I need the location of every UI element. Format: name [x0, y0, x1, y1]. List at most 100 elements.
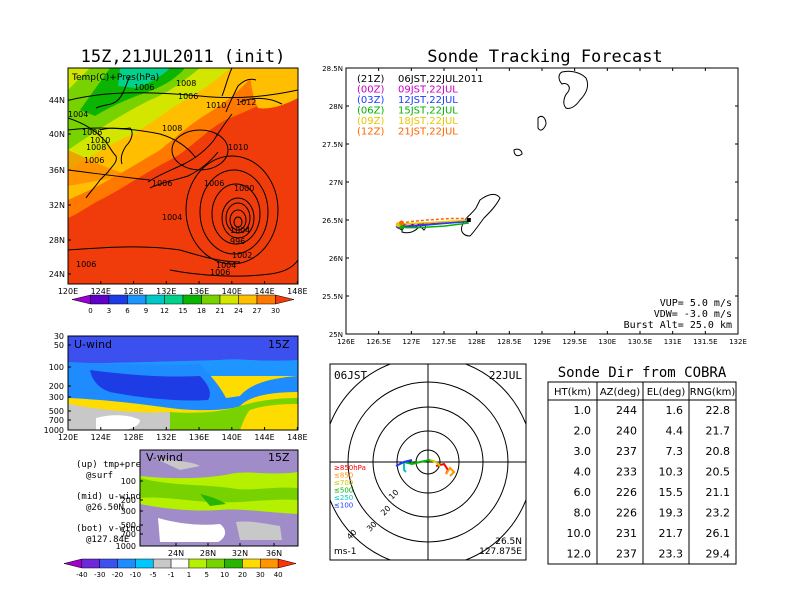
table-cell: 244 [616, 404, 637, 417]
track-legend-zone: (09Z) [357, 116, 384, 127]
weather-colorbar-swatch [201, 294, 221, 305]
table-cell: 12.0 [567, 548, 592, 561]
weather-colorbar-label: 15 [179, 307, 188, 315]
weather-colorbar-label: 9 [144, 307, 148, 315]
weather-colorbar-label: 6 [125, 307, 130, 315]
vwind-colorbar-label: -10 [130, 571, 141, 579]
isobar-label: 1004 [216, 261, 236, 270]
vwind-colorbar-swatch [117, 558, 136, 569]
tracking-title: Sonde Tracking Forecast [427, 47, 662, 67]
table-title: Sonde Dir from COBRA [558, 365, 727, 381]
table-cell: 2.0 [574, 425, 592, 438]
track-lon-label: 126.5E [366, 338, 390, 346]
table-header-cell: HT(km) [554, 387, 591, 398]
isobar-label: 1004 [230, 226, 250, 235]
table-cell: 226 [616, 507, 637, 520]
tracking-panel: Sonde Tracking Forecast 126E 126.5E 127E 12… [322, 47, 747, 346]
note-line: (up) tmp+pres [76, 460, 146, 470]
sonde-table: HT(km) AZ(deg) EL(deg) RNG(km) 1.0 244 1.6 22.8… [547, 381, 737, 565]
hodo-lon: 127.875E [479, 547, 522, 557]
vwind-colorbar-swatch [242, 558, 261, 569]
weather-colorbar-swatch [90, 294, 110, 305]
isobar-label: 1008 [176, 79, 196, 88]
weather-lon-label: 124E [91, 287, 111, 296]
track-lon-label: 128.5E [497, 338, 521, 346]
weather-colorbar-label: 12 [160, 307, 169, 315]
weather-colorbar-swatch [219, 294, 239, 305]
vwind-colorbar-label: 5 [205, 571, 209, 579]
vwind-frame [139, 449, 299, 547]
uwind-x-label: 132E [156, 433, 176, 442]
uwind-x-label: 136E [189, 433, 209, 442]
table-header-cell: EL(deg) [647, 387, 686, 398]
track-lon-label: 126E [337, 338, 355, 346]
track-legend-zone: (06Z) [357, 106, 384, 117]
vwind-y-label: 300 [121, 507, 136, 516]
track-lat-label: 28N [329, 103, 343, 111]
uwind-x-label: 124E [91, 433, 111, 442]
isobar-label: 1006 [134, 83, 154, 92]
weather-lon-label: 140E [222, 287, 242, 296]
isobar-label: 1002 [232, 251, 252, 260]
uwind-x-label: 140E [222, 433, 242, 442]
table-cell: 23.3 [659, 548, 684, 561]
vwind-colorbar-swatch [170, 558, 190, 569]
sonde-table-panel: Sonde Dir from COBRA HT(km) AZ(deg) EL(deg… [547, 365, 737, 565]
table-cell: 6.0 [574, 486, 592, 499]
isobar-label: 1008 [86, 143, 106, 152]
vwind-colorbar-label: 10 [220, 571, 229, 579]
weather-lat-label: 32N [49, 201, 65, 210]
uwind-y-label: 700 [49, 416, 64, 425]
isobar-label: 1006 [82, 128, 102, 137]
isobar-labels: 1006 1008 1006 1004 1006 1010 1008 1010 … [68, 79, 256, 277]
track-legend-zone: (00Z) [357, 85, 384, 96]
isobar-label: 1012 [236, 98, 256, 107]
weather-colorbar-label: 24 [234, 307, 243, 315]
weather-colorbar-label: 0 [88, 307, 92, 315]
hodo-units: ms-1 [334, 547, 356, 557]
hodo-date: 22JUL [489, 369, 522, 382]
tracking-params: VUP= 5.0 m/s VDW= -3.0 m/s Burst Alt= 25… [624, 298, 732, 331]
track-legend-label: 15JST,22JUL [398, 106, 458, 117]
isobar-label: 1006 [210, 268, 230, 277]
uwind-y-label: 30 [54, 332, 64, 341]
table-cell: 1.0 [574, 404, 592, 417]
weather-lat-label: 36N [49, 166, 65, 175]
track-lon-label: 129.5E [562, 338, 586, 346]
track-legend-label: 06JST,22JUL2011 [398, 74, 483, 85]
table-cell: 7.3 [666, 445, 684, 458]
track-legend-zone: (12Z) [357, 127, 384, 138]
track-legend-label: 09JST,22JUL [398, 85, 458, 96]
vwind-colorbar-swatch [206, 558, 225, 569]
vwind-colorbar-label: -40 [76, 571, 87, 579]
vwind-colorbar: -40 -30 -20 -10 -5 -1 1 5 10 20 30 40 [63, 558, 297, 579]
isobar-label: 1006 [204, 179, 224, 188]
vwind-colorbar-label: 1 [187, 571, 191, 579]
hodograph-panel: 10 20 30 40 06JST 22JUL ≥850hPa≤850≤700≤… [329, 363, 527, 561]
weather-colorbar-label: 18 [197, 307, 206, 315]
isobar-label: 1006 [76, 260, 96, 269]
track-legend-label: 21JST,22JUL [398, 127, 458, 138]
hodo-legend-label: ≤850 [334, 472, 353, 480]
track-series [395, 217, 471, 231]
table-cell: 233 [616, 466, 637, 479]
param-line: VDW= -3.0 m/s [654, 309, 732, 320]
weather-colorbar-label: 27 [253, 307, 262, 315]
temperature-field [68, 68, 298, 284]
table-cell: 29.4 [706, 548, 731, 561]
vwind-colorbar-swatch [99, 558, 118, 569]
table-cell: 21.1 [706, 486, 731, 499]
note-line: @26.50N [86, 503, 124, 513]
isobar-label: 1004 [68, 110, 88, 119]
track-lon-label: 131E [664, 338, 682, 346]
table-cell: 20.5 [706, 466, 731, 479]
note-line: @surf [86, 471, 113, 481]
hodo-legend-label: ≤100 [334, 502, 353, 510]
weather-colorbar-label: 3 [107, 307, 111, 315]
weather-frame [67, 67, 299, 285]
track-lon-label: 128E [468, 338, 486, 346]
track-legend-label: 12JST,22JUL [398, 95, 458, 106]
